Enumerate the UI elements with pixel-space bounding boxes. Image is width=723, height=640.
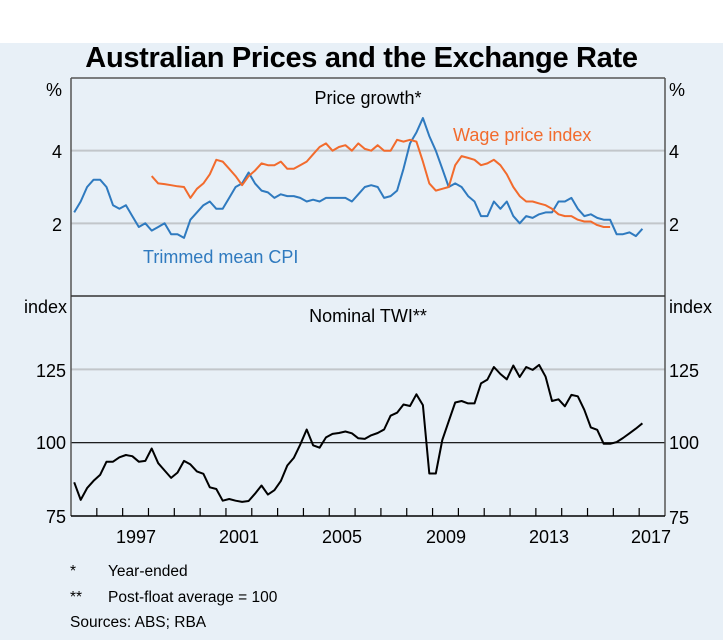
- top-panel-title: Price growth*: [314, 88, 421, 108]
- top-tick-right-2: 2: [669, 215, 679, 235]
- footnote-1: * Year-ended: [70, 563, 188, 581]
- top-tick-left-2: 2: [52, 215, 62, 235]
- top-tick-left-4: 4: [52, 142, 62, 162]
- footnote-1-text: Year-ended: [108, 563, 188, 580]
- plot-frame: [70, 77, 666, 517]
- x-label-2017: 2017: [631, 527, 671, 547]
- footnote-2: ** Post-float average = 100: [70, 589, 277, 607]
- top-band: [0, 0, 723, 43]
- series-line-nominal-twi: [73, 363, 644, 503]
- series-line-trimmed-mean-cpi: [73, 117, 644, 239]
- bottom-right-unit: index: [669, 297, 712, 317]
- top-tick-right-4: 4: [669, 142, 679, 162]
- x-label-1997: 1997: [116, 527, 156, 547]
- series-group: [73, 117, 644, 503]
- top-left-unit: %: [46, 80, 62, 100]
- top-right-unit: %: [669, 80, 685, 100]
- x-label-2001: 2001: [219, 527, 259, 547]
- bottom-tick-left-100: 100: [36, 433, 66, 453]
- x-label-2009: 2009: [426, 527, 466, 547]
- sources: Sources: ABS; RBA: [70, 614, 207, 631]
- bottom-tick-left-75: 75: [46, 507, 66, 527]
- chart-title: Australian Prices and the Exchange Rate: [85, 42, 638, 74]
- footnote-1-mark: *: [70, 563, 77, 580]
- series-line-wage-price-index: [150, 138, 611, 228]
- x-ticks: [96, 508, 640, 516]
- bottom-tick-left-125: 125: [36, 361, 66, 381]
- cpi-series-label: Trimmed mean CPI: [143, 247, 298, 267]
- x-label-2005: 2005: [322, 527, 362, 547]
- wpi-series-label: Wage price index: [453, 125, 591, 145]
- bottom-tick-right-100: 100: [669, 433, 699, 453]
- x-label-2013: 2013: [529, 527, 569, 547]
- footnote-2-mark: **: [70, 589, 83, 606]
- bottom-panel-title: Nominal TWI**: [309, 306, 427, 326]
- bottom-tick-right-125: 125: [669, 361, 699, 381]
- footnote-2-text: Post-float average = 100: [108, 589, 278, 606]
- gridlines: [71, 149, 665, 444]
- bottom-tick-right-75: 75: [669, 508, 689, 528]
- bottom-left-unit: index: [24, 297, 67, 317]
